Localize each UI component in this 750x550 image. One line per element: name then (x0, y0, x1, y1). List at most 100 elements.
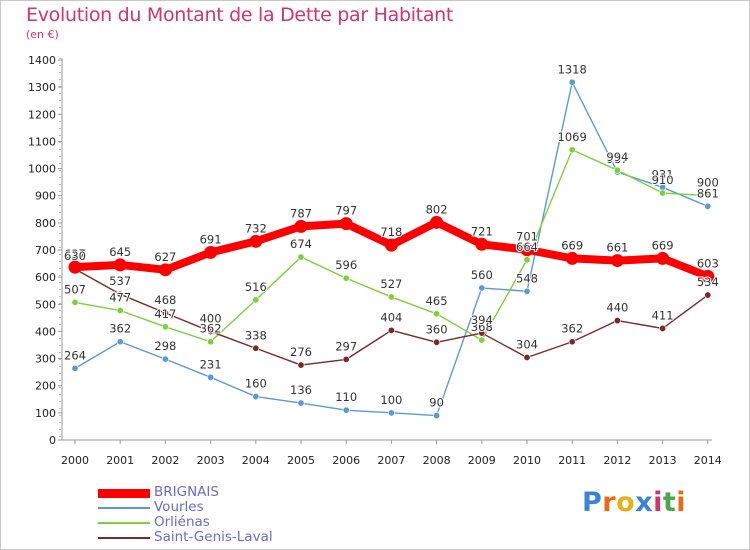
legend-label-saint-genis-laval: Saint-Genis-Laval (154, 529, 273, 545)
legend-item-vourles[interactable]: Vourles (98, 499, 358, 515)
data-label-vourles: 100 (380, 393, 402, 407)
data-label-brignais: 637 (64, 247, 86, 261)
data-label-saint-genis-laval: 404 (380, 310, 402, 324)
data-point-saint-genis-laval (387, 326, 395, 334)
x-tick-label: 2010 (513, 454, 541, 467)
data-point-vourles (297, 399, 305, 407)
x-tick-label: 2013 (649, 454, 677, 467)
data-label-vourles: 987 (606, 152, 628, 166)
series-layer (68, 78, 715, 420)
data-label-orlienas: 507 (64, 282, 86, 296)
logo-letter: t (662, 487, 677, 518)
data-point-saint-genis-laval (116, 290, 124, 298)
y-tick-label: 200 (35, 380, 56, 393)
logo-letter: r (602, 487, 617, 518)
x-tick-label: 2007 (377, 454, 405, 467)
y-tick-label: 1100 (28, 135, 56, 148)
data-point-brignais (294, 219, 308, 233)
data-point-orlienas (161, 323, 169, 331)
data-point-saint-genis-laval (207, 327, 215, 335)
data-point-brignais (339, 217, 353, 231)
logo-letter: P (582, 487, 603, 518)
proxiti-logo: Proxiti (582, 487, 686, 518)
legend-item-saint-genis-laval[interactable]: Saint-Genis-Laval (98, 529, 358, 545)
data-label-vourles: 1318 (558, 62, 587, 76)
y-tick-label: 100 (35, 407, 56, 420)
x-tick-label: 2003 (197, 454, 225, 467)
data-point-brignais (204, 245, 218, 259)
data-point-vourles (523, 287, 531, 295)
x-tick-label: 2000 (61, 454, 89, 467)
data-point-vourles (478, 284, 486, 292)
legend-swatch-brignais (98, 489, 150, 498)
data-point-saint-genis-laval (704, 291, 712, 299)
data-point-vourles (704, 202, 712, 210)
data-label-saint-genis-laval: 276 (290, 345, 312, 359)
data-point-brignais (384, 238, 398, 252)
data-point-orlienas (523, 256, 531, 264)
y-tick-label: 0 (49, 434, 56, 447)
y-tick-label: 700 (35, 244, 56, 257)
x-tick-label: 2011 (558, 454, 586, 467)
data-label-orlienas: 516 (245, 280, 267, 294)
data-point-orlienas (297, 253, 305, 261)
x-tick-label: 2002 (151, 454, 179, 467)
data-point-orlienas (116, 307, 124, 315)
data-point-brignais (158, 263, 172, 277)
data-point-saint-genis-laval (613, 317, 621, 325)
data-label-orlienas: 465 (426, 294, 448, 308)
y-tick-label: 1000 (28, 163, 56, 176)
data-point-brignais (610, 254, 624, 268)
x-tick-label: 2012 (603, 454, 631, 467)
data-label-saint-genis-laval: 338 (245, 328, 267, 342)
data-point-vourles (207, 373, 215, 381)
data-point-brignais (475, 237, 489, 251)
x-tick-label: 2001 (106, 454, 134, 467)
data-point-orlienas (252, 296, 260, 304)
data-label-saint-genis-laval: 360 (426, 322, 448, 336)
data-label-saint-genis-laval: 534 (697, 275, 719, 289)
data-label-orlienas: 368 (471, 320, 493, 334)
data-point-vourles (342, 406, 350, 414)
y-tick-label: 900 (35, 190, 56, 203)
data-label-saint-genis-laval: 411 (652, 308, 674, 322)
data-label-orlienas: 664 (516, 240, 538, 254)
logo-letter: o (616, 487, 636, 518)
data-label-saint-genis-laval: 362 (561, 322, 583, 336)
data-label-vourles: 548 (516, 271, 538, 285)
data-point-orlienas (342, 274, 350, 282)
data-label-vourles: 110 (335, 390, 357, 404)
legend-item-brignais[interactable]: BRIGNAIS (98, 484, 358, 500)
data-point-vourles (568, 78, 576, 86)
data-label-brignais: 718 (380, 225, 402, 239)
x-tick-label: 2005 (287, 454, 315, 467)
data-label-brignais: 645 (109, 245, 131, 259)
data-point-brignais (701, 269, 715, 283)
x-tick-label: 2009 (468, 454, 496, 467)
data-label-saint-genis-laval: 630 (64, 249, 86, 263)
data-point-vourles (161, 355, 169, 363)
data-label-brignais: 669 (652, 238, 674, 252)
data-point-orlienas (433, 310, 441, 318)
data-label-brignais: 691 (200, 232, 222, 246)
data-point-vourles (433, 412, 441, 420)
logo-letter: x (635, 487, 654, 518)
data-point-brignais (113, 258, 127, 272)
data-point-saint-genis-laval (161, 309, 169, 317)
legend-label-orlienas: Orliénas (154, 514, 210, 530)
data-point-brignais (68, 260, 82, 274)
legend-item-orlienas[interactable]: Orliénas (98, 514, 358, 530)
y-tick-label: 600 (35, 271, 56, 284)
y-tick-label: 300 (35, 353, 56, 366)
chart-legend: BRIGNAIS Vourles Orliénas Saint-Genis-La… (98, 484, 358, 545)
chart-subtitle: (en €) (26, 28, 59, 41)
data-label-vourles: 90 (429, 396, 444, 410)
legend-label-vourles: Vourles (154, 499, 204, 515)
data-label-vourles: 264 (64, 348, 86, 362)
data-label-brignais: 802 (426, 202, 448, 216)
data-label-saint-genis-laval: 440 (606, 301, 628, 315)
data-point-brignais (565, 251, 579, 265)
data-point-saint-genis-laval (342, 355, 350, 363)
